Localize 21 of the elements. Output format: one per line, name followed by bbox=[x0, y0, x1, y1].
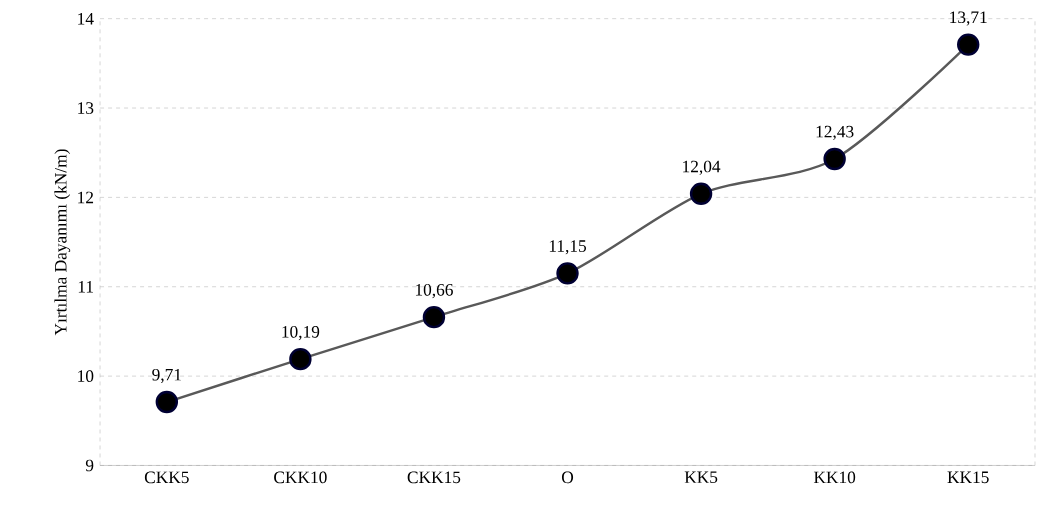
data-label: 12,43 bbox=[816, 125, 854, 140]
y-tick-label: 13 bbox=[78, 101, 94, 114]
data-label: 10,66 bbox=[415, 283, 453, 298]
data-label: 10,19 bbox=[282, 325, 320, 340]
y-tick-label: 12 bbox=[78, 191, 94, 203]
y-tick-label: 10 bbox=[78, 370, 94, 382]
y-tick-label: 11 bbox=[78, 280, 93, 293]
data-label: 12,04 bbox=[683, 160, 721, 175]
data-label: 13,71 bbox=[950, 11, 987, 26]
y-tick-label: 14 bbox=[78, 12, 94, 25]
x-tick-label: KK10 bbox=[813, 471, 856, 483]
x-tick-label: KK5 bbox=[684, 471, 718, 483]
x-tick-label: CKK15 bbox=[407, 471, 461, 483]
data-label: 11,15 bbox=[549, 240, 587, 255]
x-tick-label: KK15 bbox=[947, 471, 989, 483]
data-label: 9,71 bbox=[152, 368, 181, 383]
y-axis-title: Yırtılma Dayanımı (kN/m) bbox=[54, 149, 71, 336]
y-tick-label: 9 bbox=[85, 459, 94, 472]
x-tick-label: CKK10 bbox=[274, 471, 327, 483]
x-tick-label: CKK5 bbox=[144, 471, 189, 483]
x-tick-label: O bbox=[561, 471, 574, 483]
